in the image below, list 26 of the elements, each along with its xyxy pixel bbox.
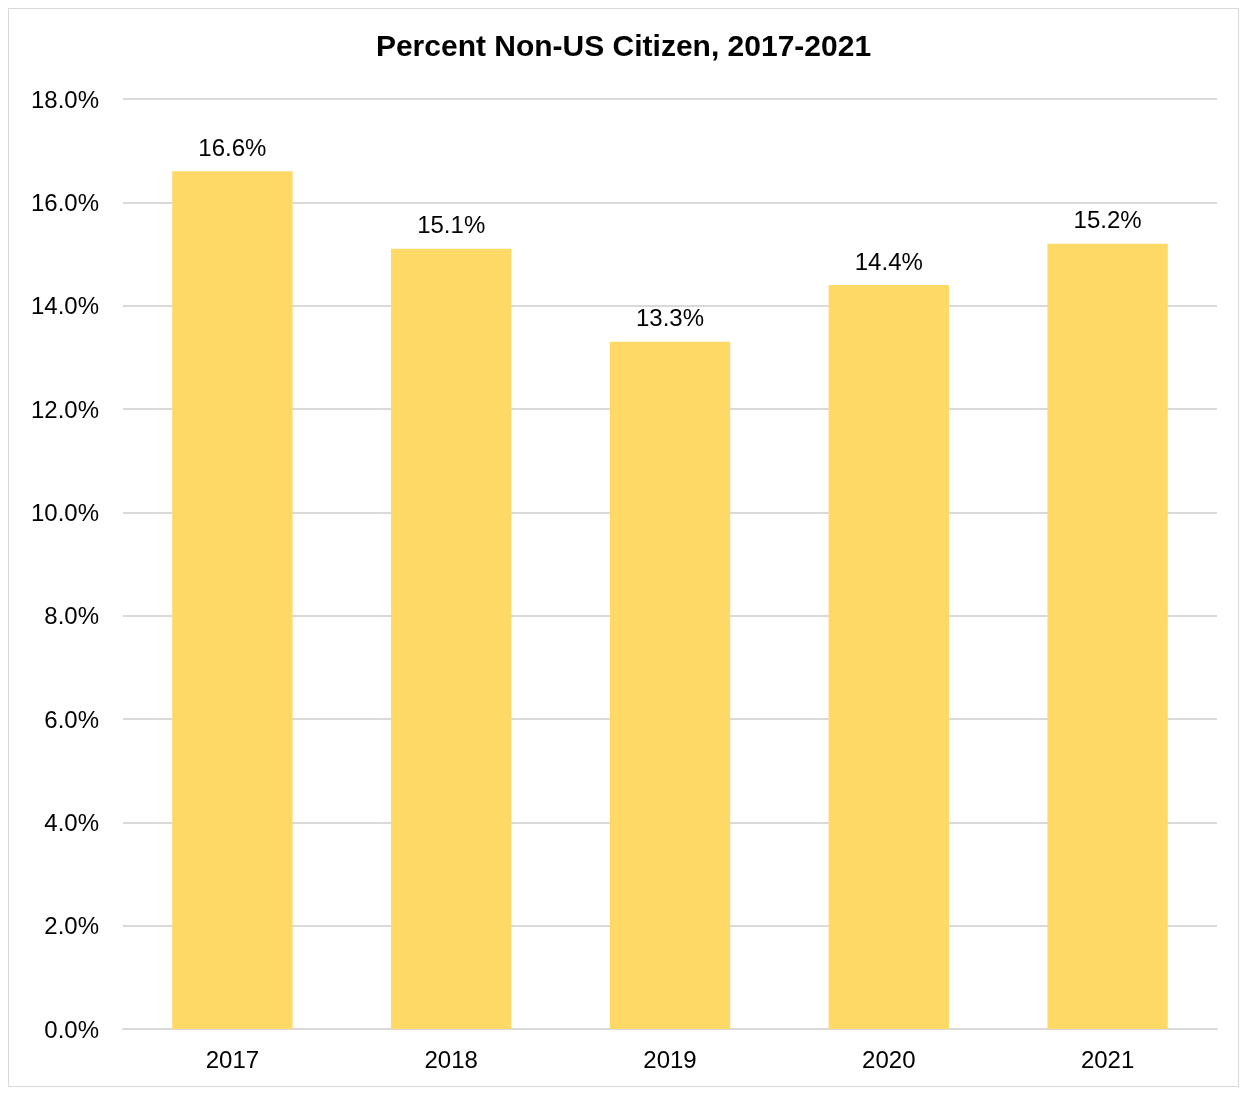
data-label: 13.3% (635, 304, 705, 332)
x-tick-label: 2017 (205, 1045, 260, 1073)
x-tick-label: 2019 (643, 1045, 697, 1073)
y-tick-label: 0.0% (44, 1015, 99, 1043)
x-tick-label: 2020 (862, 1045, 916, 1073)
x-tick-label: 2018 (424, 1045, 478, 1073)
y-tick-label: 8.0% (44, 602, 99, 630)
y-tick-label: 6.0% (44, 705, 99, 733)
y-tick-label: 18.0% (30, 85, 99, 113)
y-tick-label: 2.0% (44, 912, 99, 940)
y-tick-label: 16.0% (30, 188, 99, 216)
data-label: 15.1% (417, 211, 486, 239)
bar (609, 341, 731, 1029)
bar (828, 285, 949, 1029)
data-label: 16.6% (198, 133, 267, 161)
data-label: 15.2% (1073, 206, 1142, 234)
y-tick-label: 14.0% (30, 292, 99, 320)
y-tick-label: 4.0% (44, 808, 99, 836)
chart-title: Percent Non-US Citizen, 2017-2021 (375, 28, 872, 62)
y-tick-label: 10.0% (30, 498, 99, 526)
x-tick-label: 2021 (1080, 1045, 1135, 1073)
data-label: 14.4% (854, 247, 923, 275)
bar (1047, 243, 1168, 1029)
bar (391, 248, 512, 1029)
bar (172, 171, 293, 1029)
y-tick-label: 12.0% (30, 395, 99, 423)
